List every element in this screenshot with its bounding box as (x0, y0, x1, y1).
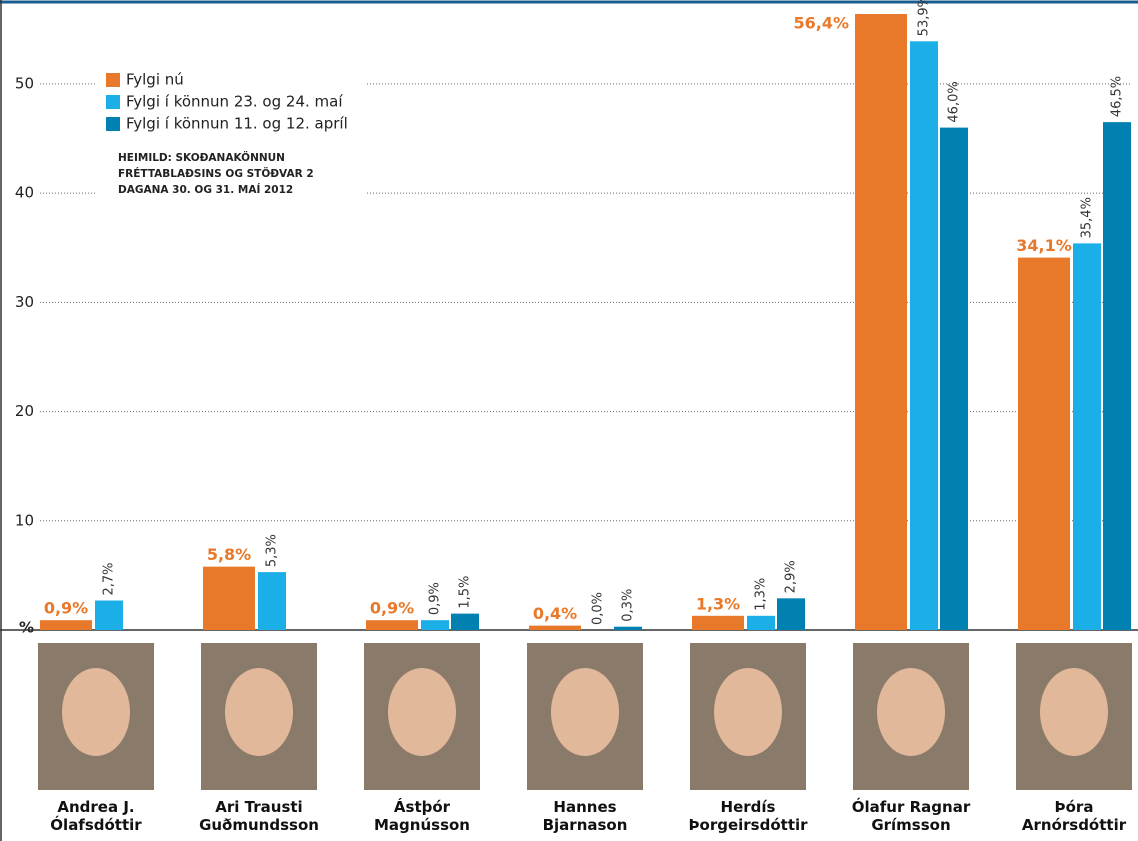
photo-face (1040, 668, 1108, 756)
value-label: 56,4% (793, 14, 849, 33)
bar (40, 620, 92, 630)
value-label: 5,8% (207, 545, 251, 564)
value-label: 1,5% (458, 576, 473, 609)
photo-face (877, 668, 945, 756)
legend-swatch (106, 117, 120, 131)
bar (1018, 258, 1070, 630)
y-tick-label: 20 (15, 402, 34, 420)
bar (366, 620, 418, 630)
value-label: 0,0% (591, 592, 606, 625)
x-tick-label: Andrea J. Ólafsdóttir (32, 798, 160, 834)
photo-face (714, 668, 782, 756)
value-label: 0,9% (428, 582, 443, 615)
photo-face (62, 668, 130, 756)
source-note: HEIMILD: SKOÐANAKÖNNUN (118, 150, 285, 164)
source-note: FRÉTTABLAÐSINS OG STÖÐVAR 2 (118, 166, 314, 180)
y-tick-label: 30 (15, 293, 34, 311)
bar (614, 627, 642, 630)
x-tick-label: Ólafur Ragnar Grímsson (847, 798, 975, 834)
value-label: 0,3% (621, 589, 636, 622)
bar (747, 616, 775, 630)
bar (940, 128, 968, 630)
value-label: 0,9% (44, 599, 88, 618)
value-label: 34,1% (1016, 236, 1072, 255)
bar (1103, 122, 1131, 630)
bar (1073, 243, 1101, 630)
value-label: 1,3% (754, 578, 769, 611)
photo-face (388, 668, 456, 756)
x-tick-label: Ari Trausti Guðmundsson (195, 798, 323, 834)
value-label: 5,3% (265, 534, 280, 567)
legend-label: Fylgi í könnun 11. og 12. apríl (126, 115, 348, 133)
value-label: 2,7% (102, 562, 117, 595)
value-label: 2,9% (784, 560, 799, 593)
x-tick-label: Hannes Bjarnason (521, 798, 649, 834)
legend-label: Fylgi í könnun 23. og 24. maí (126, 93, 343, 111)
x-tick-label: Þóra Arnórsdóttir (1010, 798, 1138, 834)
y-tick-label: 50 (15, 74, 34, 92)
value-label: 1,3% (696, 594, 740, 613)
page: % 10 20 30 40 50 Fylgi nú Fylgi í könnun 23. og… (0, 0, 1138, 841)
value-label: 53,9% (917, 0, 932, 36)
bar (910, 41, 938, 630)
value-label: 0,9% (370, 599, 414, 618)
y-tick-label: % (19, 619, 34, 637)
value-label: 46,0% (947, 81, 962, 122)
bar (421, 620, 449, 630)
photo-face (225, 668, 293, 756)
chart: % 10 20 30 40 50 Fylgi nú Fylgi í könnun 23. og… (0, 0, 1138, 841)
legend-label: Fylgi nú (126, 71, 184, 89)
legend-swatch (106, 73, 120, 87)
source-note: DAGANA 30. OG 31. MAÍ 2012 (118, 183, 293, 196)
y-tick-label: 10 (15, 511, 34, 529)
bar (692, 616, 744, 630)
bar (95, 601, 123, 630)
value-label: 35,4% (1080, 197, 1095, 238)
bar (258, 572, 286, 630)
bar (529, 626, 581, 630)
x-tick-label: Ástþór Magnússon (358, 798, 486, 834)
value-label: 0,4% (533, 604, 577, 623)
x-tick-label: Herdís Þorgeirsdóttir (684, 798, 812, 834)
bar (855, 14, 907, 630)
y-tick-label: 40 (15, 184, 34, 202)
photo-face (551, 668, 619, 756)
bar (777, 598, 805, 630)
legend-swatch (106, 95, 120, 109)
value-label: 46,5% (1110, 76, 1125, 117)
bar (203, 567, 255, 630)
bar (451, 614, 479, 630)
